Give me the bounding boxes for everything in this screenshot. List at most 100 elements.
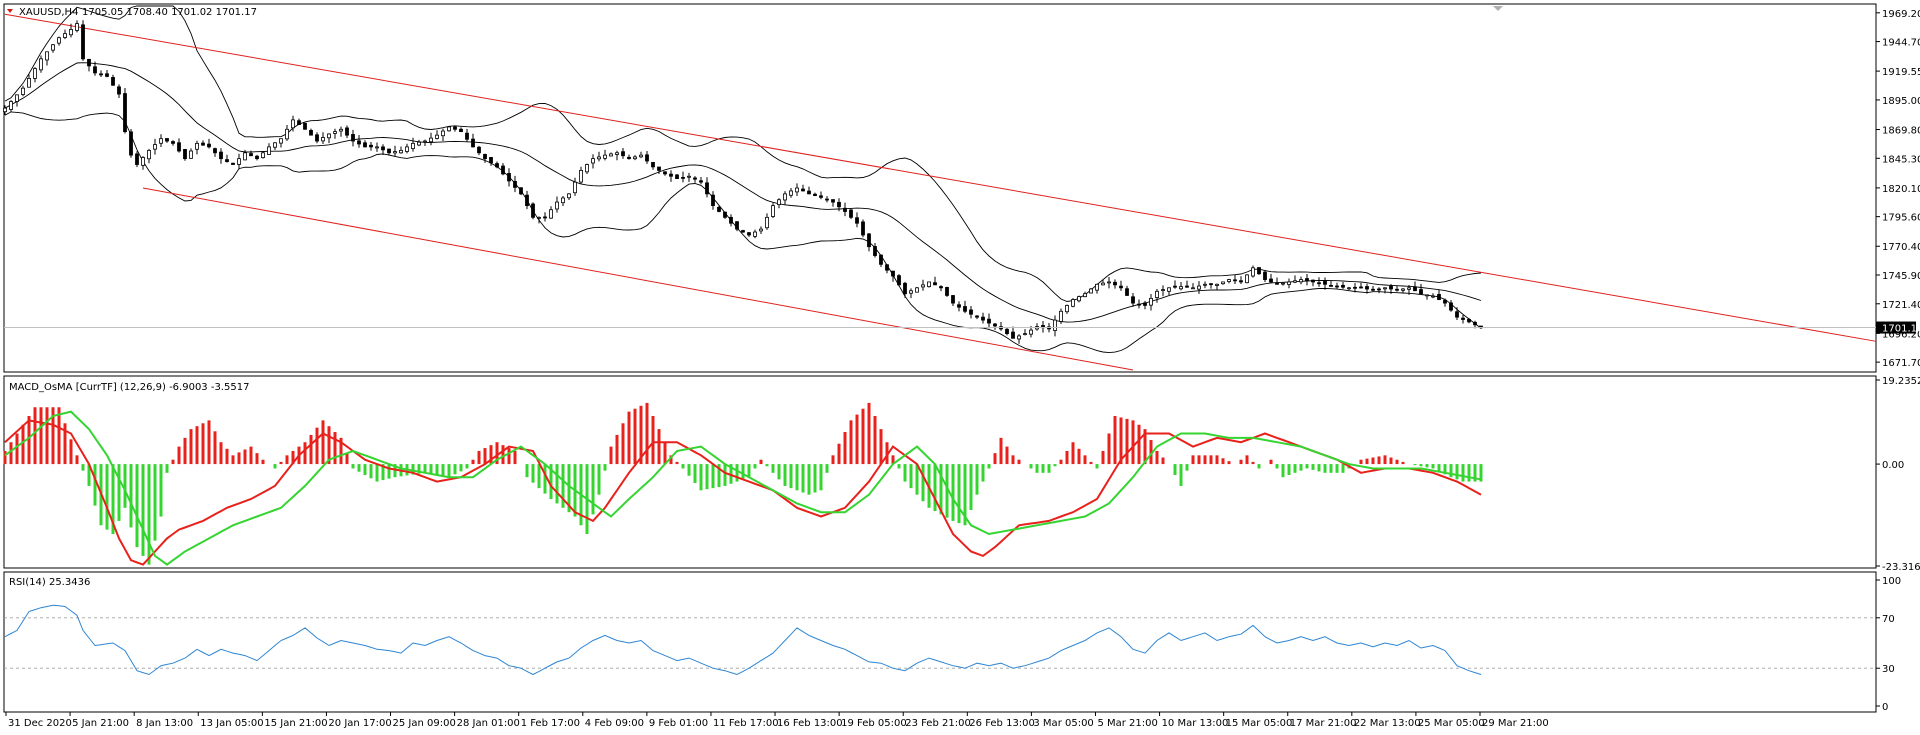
candle-body: [117, 86, 121, 95]
candle-body: [339, 128, 343, 132]
candle-body: [1239, 280, 1243, 283]
candle-body: [759, 228, 763, 232]
candle-body: [1251, 267, 1255, 277]
candle-body: [1263, 271, 1267, 280]
candle-body: [39, 58, 43, 71]
last-price-box: [1876, 321, 1916, 334]
candle-body: [309, 129, 313, 136]
price-tick-label: 1869.80: [1882, 126, 1920, 137]
candle-body: [453, 126, 457, 130]
candle-body: [981, 316, 985, 321]
price-tick-label: 1969.20: [1882, 9, 1920, 20]
candle-body: [627, 156, 631, 160]
time-tick-label: 23 Feb 21:00: [905, 718, 971, 729]
candle-body: [1107, 281, 1111, 284]
candle-body: [633, 156, 637, 160]
rsi-label: RSI(14) 25.3436: [9, 577, 90, 588]
candle-body: [1089, 288, 1093, 294]
macd-tick-label: 0.00: [1882, 460, 1904, 471]
candle-body: [207, 143, 211, 148]
rsi-axis: 100 70 30 0: [4, 576, 1901, 713]
candle-body: [183, 149, 187, 160]
candle-body: [951, 295, 955, 304]
candle-body: [1443, 299, 1447, 304]
candle-body: [1293, 280, 1297, 283]
time-tick-label: 5 Mar 21:00: [1097, 718, 1157, 729]
candle-body: [747, 232, 751, 236]
candle-body: [1059, 310, 1063, 322]
candle-body: [831, 199, 835, 203]
candle-body: [459, 128, 463, 133]
candle-body: [909, 290, 913, 294]
candle-body: [507, 173, 511, 182]
upper-channel-line[interactable]: [4, 13, 1877, 342]
candle-body: [465, 132, 469, 140]
candle-body: [1407, 287, 1411, 290]
candle-body: [1209, 283, 1213, 286]
time-tick-label: 16 Feb 13:00: [777, 718, 843, 729]
last-price-label: 1701.17: [1882, 324, 1920, 335]
candle-body: [1383, 287, 1387, 290]
time-tick-label: 26 Feb 13:00: [969, 718, 1035, 729]
candle-body: [561, 197, 565, 204]
rsi-line: [4, 604, 1482, 676]
candle-body: [1101, 282, 1105, 286]
candle-body: [939, 286, 943, 289]
candle-body: [1461, 317, 1465, 320]
candle-body: [429, 137, 433, 143]
candle-body: [1167, 287, 1171, 292]
candle-body: [111, 77, 115, 86]
candle-body: [435, 134, 439, 139]
candle-body: [63, 33, 67, 38]
candle-body: [1365, 286, 1369, 290]
macd-lines: [4, 410, 1482, 566]
candle-body: [303, 122, 307, 130]
candle-body: [585, 164, 589, 173]
candle-body: [849, 209, 853, 218]
candle-body: [75, 23, 79, 31]
candle-body: [243, 152, 247, 161]
time-tick-label: 15 Jan 21:00: [264, 718, 327, 729]
time-tick-label: 5 Jan 21:00: [72, 718, 129, 729]
candle-body: [1395, 288, 1399, 291]
candle-body: [819, 195, 823, 198]
candle-body: [1203, 283, 1207, 286]
candle-body: [717, 206, 721, 212]
chart-shift-icon[interactable]: [1493, 6, 1503, 11]
price-panel: 1969.20 1944.70 1919.55 1895.00 1869.80 1845.…: [3, 3, 1920, 373]
candle-body: [171, 141, 175, 144]
candle-body: [741, 230, 745, 233]
candle-body: [927, 281, 931, 288]
candle-body: [1113, 281, 1117, 286]
candle-body: [321, 137, 325, 142]
candle-body: [315, 134, 319, 142]
time-tick-label: 1 Feb 17:00: [521, 718, 580, 729]
dropdown-arrow-icon[interactable]: [7, 9, 13, 13]
candle-body: [249, 153, 253, 157]
time-tick-label: 19 Feb 05:00: [841, 718, 907, 729]
candle-body: [393, 151, 397, 154]
candle-body: [711, 194, 715, 207]
candle-body: [921, 284, 925, 288]
candle-body: [891, 270, 895, 277]
candle-body: [1299, 279, 1303, 283]
rsi-tick-label: 70: [1882, 614, 1895, 625]
candle-body: [141, 157, 145, 166]
candle-body: [987, 318, 991, 324]
time-tick-label: 20 Jan 17:00: [328, 718, 391, 729]
lower-channel-line[interactable]: [142, 187, 1134, 371]
candle-body: [777, 199, 781, 206]
candle-body: [933, 282, 937, 286]
candle-body: [885, 264, 889, 271]
candle-body: [669, 173, 673, 177]
candle-body: [861, 221, 865, 236]
candle-body: [1017, 335, 1021, 340]
candle-body: [1437, 294, 1441, 300]
candle-body: [189, 150, 193, 159]
candle-body: [177, 142, 181, 152]
candle-body: [213, 148, 217, 154]
candle-body: [963, 306, 967, 312]
candle-body: [579, 169, 583, 183]
candle-body: [489, 157, 493, 164]
